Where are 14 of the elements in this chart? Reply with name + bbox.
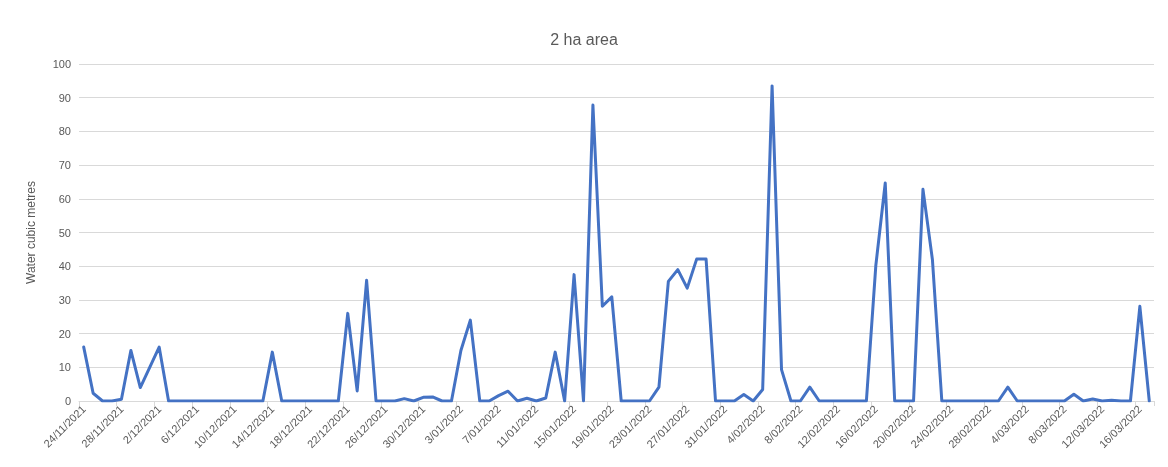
- y-tick-label: 90: [58, 91, 71, 104]
- y-tick-label: 40: [58, 260, 71, 273]
- y-tick-label: 70: [58, 159, 71, 172]
- y-tick-label: 0: [64, 395, 71, 407]
- chart-title: 2 ha area: [550, 30, 618, 48]
- y-tick-label: 50: [58, 226, 71, 239]
- y-axis-title: Water cubic metres: [24, 181, 38, 284]
- y-tick-label: 80: [58, 125, 71, 138]
- line-series: [82, 84, 1151, 403]
- y-tick-label: 30: [58, 293, 71, 306]
- y-tick-label: 10: [58, 361, 71, 374]
- y-tick-label: 20: [58, 327, 71, 340]
- y-tick-label: 100: [52, 58, 71, 70]
- y-tick-label: 60: [58, 192, 71, 205]
